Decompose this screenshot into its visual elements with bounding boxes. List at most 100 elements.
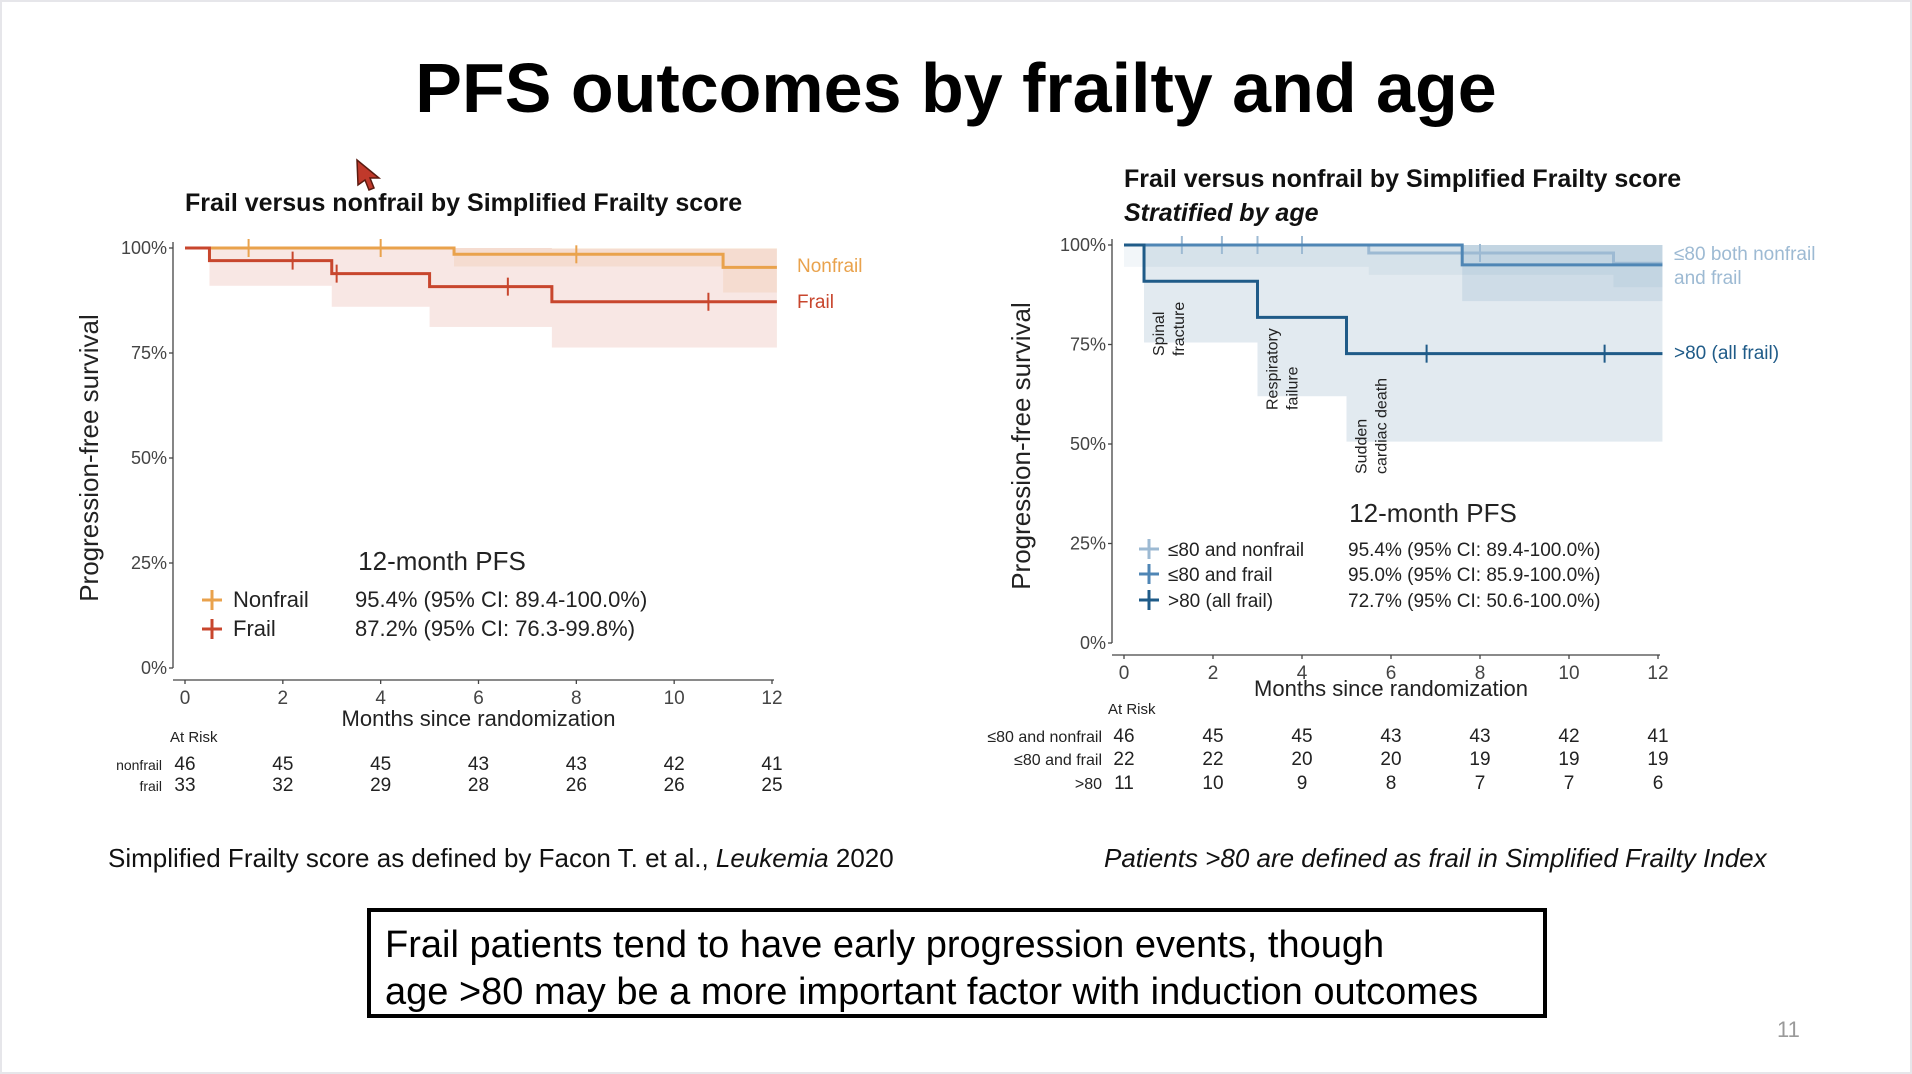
y-tick-label: 75% <box>1070 335 1106 355</box>
at-risk-value: 19 <box>1647 749 1668 770</box>
footnote-left: Simplified Frailty score as defined by F… <box>108 843 894 874</box>
at-risk-value: 10 <box>1202 773 1223 794</box>
series-end-label: Nonfrail <box>797 256 862 277</box>
y-tick-label: 0% <box>1080 633 1106 653</box>
mouse-cursor-icon <box>355 158 385 192</box>
at-risk-value: 41 <box>761 754 782 775</box>
at-risk-value: 32 <box>272 775 293 796</box>
x-tick-label: 2 <box>278 688 289 709</box>
x-tick-label: 12 <box>1647 663 1668 684</box>
x-tick-label: 0 <box>1119 663 1130 684</box>
y-tick-label: 50% <box>131 448 167 468</box>
legend-value: 72.7% (95% CI: 50.6-100.0%) <box>1348 591 1600 612</box>
legend-name: ≤80 and frail <box>1168 565 1272 586</box>
series-end-label: and frail <box>1674 268 1742 289</box>
at-risk-value: 42 <box>1558 726 1579 747</box>
y-tick-label: 25% <box>131 553 167 573</box>
chart-subtitle: Stratified by age <box>1124 199 1319 227</box>
x-tick-label: 0 <box>180 688 191 709</box>
legend-name: Nonfrail <box>233 587 309 612</box>
at-risk-value: 19 <box>1558 749 1579 770</box>
x-tick-label: 10 <box>664 688 685 709</box>
page-number: 11 <box>1777 1017 1800 1043</box>
at-risk-value: 7 <box>1475 773 1486 794</box>
y-tick-label: 100% <box>121 238 167 258</box>
footnote-left-prefix: Simplified Frailty score as defined by F… <box>108 843 716 873</box>
km-chart-1: Frail versus nonfrail by Simplified Frai… <box>74 189 862 796</box>
y-tick-label: 50% <box>1070 434 1106 454</box>
x-tick-label: 12 <box>761 688 782 709</box>
legend-value: 87.2% (95% CI: 76.3-99.8%) <box>355 616 635 641</box>
at-risk-value: 19 <box>1469 749 1490 770</box>
at-risk-value: 43 <box>468 754 489 775</box>
at-risk-value: 42 <box>664 754 685 775</box>
event-annotation-line2: cardiac death <box>1374 378 1391 474</box>
ci-band <box>1347 245 1663 442</box>
legend-name: ≤80 and nonfrail <box>1168 540 1304 561</box>
at-risk-row-label: ≤80 and frail <box>1014 752 1102 769</box>
x-axis-label: Months since randomization <box>1254 676 1528 701</box>
at-risk-value: 22 <box>1202 749 1223 770</box>
footnote-left-year: 2020 <box>829 843 894 873</box>
at-risk-value: 29 <box>370 775 391 796</box>
chart-title: Frail versus nonfrail by Simplified Frai… <box>185 189 742 217</box>
at-risk-value: 43 <box>1380 726 1401 747</box>
ci-band <box>552 249 777 348</box>
event-annotation-line2: failure <box>1285 366 1302 410</box>
event-annotation-line2: fracture <box>1171 302 1188 356</box>
callout-line-1: Frail patients tend to have early progre… <box>385 922 1529 969</box>
at-risk-title: At Risk <box>170 729 218 746</box>
x-tick-label: 10 <box>1558 663 1579 684</box>
series-end-label: >80 (all frail) <box>1674 343 1779 364</box>
at-risk-value: 45 <box>1291 726 1312 747</box>
legend-title: 12-month PFS <box>1349 498 1517 528</box>
at-risk-value: 41 <box>1647 726 1668 747</box>
series-end-label: ≤80 both nonfrail <box>1674 244 1815 265</box>
key-takeaway-box: Frail patients tend to have early progre… <box>367 908 1547 1018</box>
at-risk-value: 8 <box>1386 773 1397 794</box>
legend-value: 95.4% (95% CI: 89.4-100.0%) <box>355 587 647 612</box>
at-risk-value: 25 <box>761 775 782 796</box>
y-axis-label: Progression-free survival <box>1006 302 1036 590</box>
footnote-left-journal: Leukemia <box>716 843 829 873</box>
at-risk-value: 45 <box>272 754 293 775</box>
at-risk-value: 46 <box>1113 726 1134 747</box>
at-risk-value: 33 <box>174 775 195 796</box>
legend-title: 12-month PFS <box>358 546 526 576</box>
legend-name: Frail <box>233 616 276 641</box>
event-annotation-line1: Respiratory <box>1265 328 1282 410</box>
at-risk-value: 43 <box>1469 726 1490 747</box>
at-risk-value: 7 <box>1564 773 1575 794</box>
at-risk-value: 11 <box>1114 773 1134 794</box>
legend-name: >80 (all frail) <box>1168 591 1273 612</box>
at-risk-value: 45 <box>370 754 391 775</box>
callout-line-2: age >80 may be a more important factor w… <box>385 969 1529 1016</box>
event-annotation-line1: Spinal <box>1151 312 1168 356</box>
at-risk-value: 26 <box>566 775 587 796</box>
at-risk-value: 9 <box>1297 773 1308 794</box>
footnote-right: Patients >80 are defined as frail in Sim… <box>1104 843 1767 874</box>
at-risk-row-label: >80 <box>1075 776 1102 793</box>
at-risk-value: 45 <box>1202 726 1223 747</box>
at-risk-value: 22 <box>1113 749 1134 770</box>
km-chart-2: Frail versus nonfrail by Simplified Frai… <box>987 165 1815 794</box>
at-risk-row-label: nonfrail <box>116 757 162 773</box>
at-risk-value: 46 <box>174 754 195 775</box>
y-tick-label: 25% <box>1070 534 1106 554</box>
chart-title: Frail versus nonfrail by Simplified Frai… <box>1124 165 1681 193</box>
ci-band <box>209 248 331 286</box>
at-risk-row-label: frail <box>139 778 162 794</box>
at-risk-value: 6 <box>1653 773 1664 794</box>
event-annotation-line1: Sudden <box>1354 419 1371 474</box>
at-risk-value: 20 <box>1291 749 1312 770</box>
y-tick-label: 0% <box>141 658 167 678</box>
y-axis-label: Progression-free survival <box>74 314 104 602</box>
series-end-label: Frail <box>797 292 834 313</box>
legend-value: 95.0% (95% CI: 85.9-100.0%) <box>1348 565 1600 586</box>
at-risk-value: 20 <box>1380 749 1401 770</box>
y-tick-label: 75% <box>131 343 167 363</box>
at-risk-value: 28 <box>468 775 489 796</box>
at-risk-row-label: ≤80 and nonfrail <box>987 729 1102 746</box>
legend-value: 95.4% (95% CI: 89.4-100.0%) <box>1348 540 1600 561</box>
at-risk-value: 26 <box>664 775 685 796</box>
